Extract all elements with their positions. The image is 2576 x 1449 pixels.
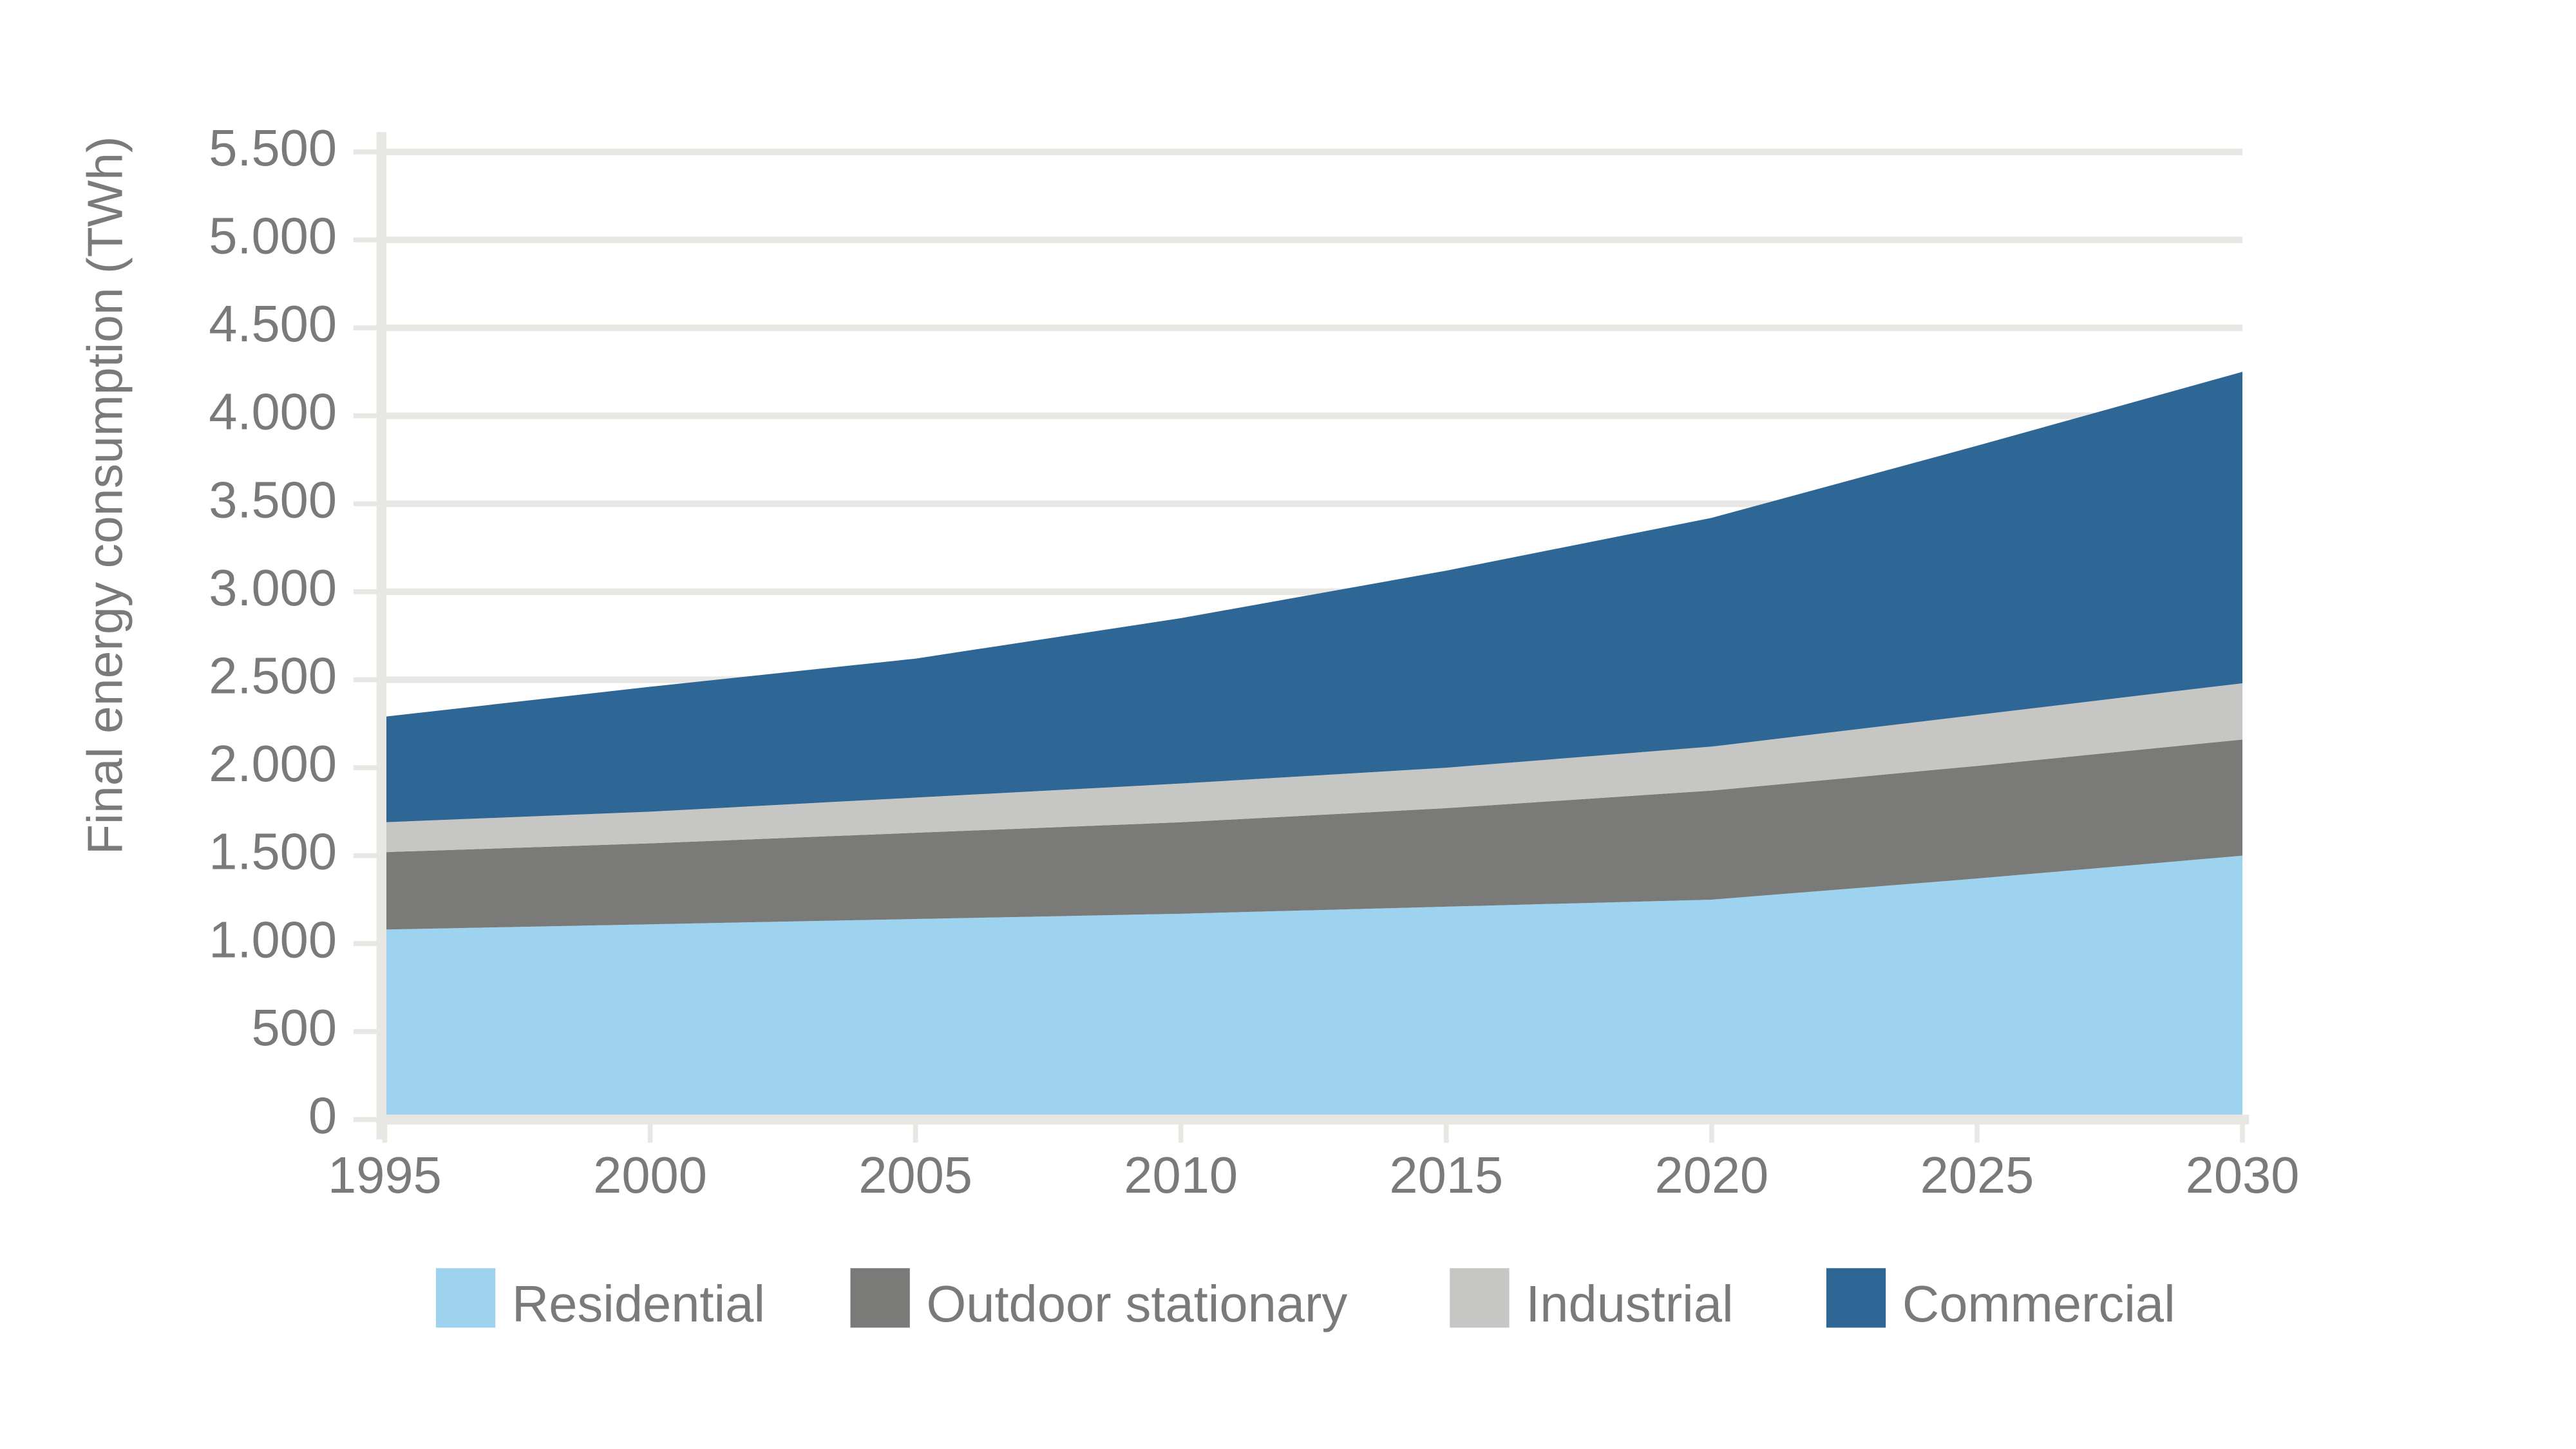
y-tick-label: 500 <box>251 999 337 1056</box>
axes: 0 500 1.000 1.500 2.000 2.500 3.000 3.500 4.000 4… <box>209 119 2299 1204</box>
x-tick-label: 2030 <box>2186 1146 2300 1204</box>
area <box>384 683 2243 853</box>
x-tick-label: 2025 <box>1920 1146 2034 1204</box>
y-tick-label: 0 <box>308 1086 337 1144</box>
y-tick-label: 1.000 <box>209 911 337 968</box>
legend-swatch <box>435 1268 496 1328</box>
x-tick-label: 2015 <box>1389 1146 1503 1204</box>
plot-area <box>384 372 2243 1120</box>
area <box>384 739 2243 930</box>
x-tick-label: 2005 <box>858 1146 972 1204</box>
legend-label: Outdoor stationary <box>926 1275 1347 1332</box>
y-tick-label: 3.500 <box>209 471 337 528</box>
legend-swatch <box>850 1268 910 1328</box>
area <box>384 372 2243 822</box>
legend-swatch <box>1450 1268 1510 1328</box>
y-axis-title: Final energy consumption (TWh) <box>78 136 133 855</box>
legend-label: Industrial <box>1526 1275 1733 1332</box>
x-tick-label: 2010 <box>1124 1146 1238 1204</box>
y-tick-label: 2.000 <box>209 735 337 792</box>
y-tick-label: 1.500 <box>209 823 337 880</box>
x-tick-label: 2020 <box>1654 1146 1768 1204</box>
area <box>384 855 2243 1120</box>
legend: Residential Outdoor stationary Industrial C… <box>435 1268 2175 1332</box>
y-tick-label: 5.000 <box>209 207 337 264</box>
y-tick-label: 4.000 <box>209 383 337 440</box>
x-tick-label: 1995 <box>328 1146 442 1204</box>
legend-swatch <box>1826 1268 1886 1328</box>
y-tick-label: 4.500 <box>209 295 337 352</box>
y-tick-label: 5.500 <box>209 119 337 176</box>
y-tick-label: 2.500 <box>209 647 337 704</box>
legend-label: Commercial <box>1902 1275 2175 1332</box>
legend-label: Residential <box>512 1275 765 1332</box>
y-tick-label: 3.000 <box>209 559 337 616</box>
x-tick-label: 2000 <box>593 1146 707 1204</box>
